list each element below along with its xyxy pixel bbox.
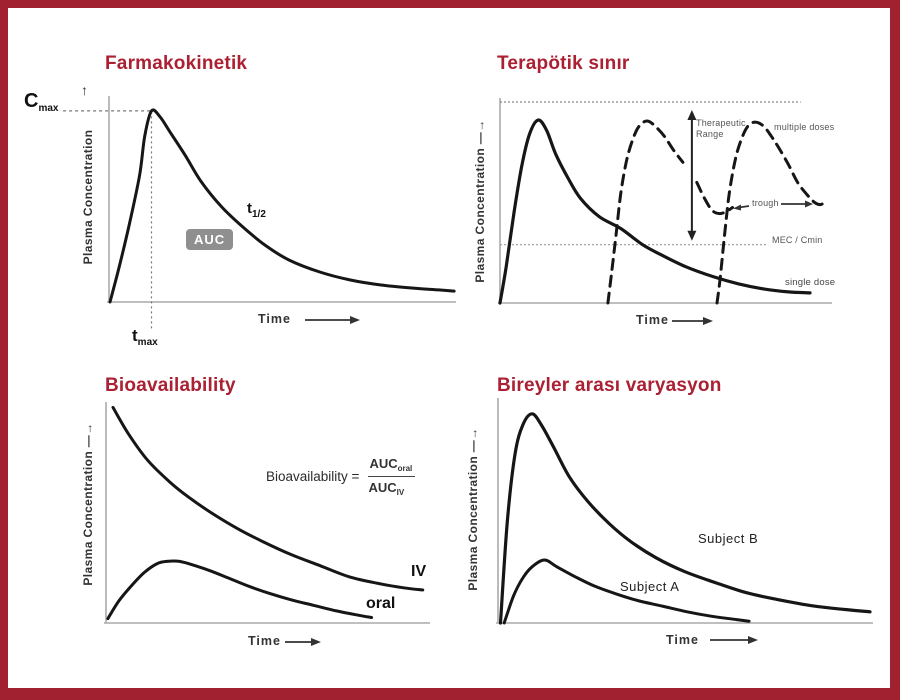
y-axis-label-text: Plasma Concentration bbox=[466, 455, 480, 591]
y-axis-arrow-icon: —→ bbox=[473, 119, 487, 145]
varyasyon-plot bbox=[496, 398, 873, 644]
formula-lhs: Bioavailability = bbox=[266, 469, 360, 484]
figure-canvas bbox=[8, 8, 890, 688]
x-axis-label: Time bbox=[636, 313, 669, 327]
panel-title: Terapötik sınır bbox=[497, 53, 630, 74]
series-plasma-concentration bbox=[108, 108, 456, 304]
formula-fraction: AUCoral AUCIV bbox=[368, 456, 416, 497]
oral-curve-label: oral bbox=[366, 595, 396, 612]
panel-title: Bioavailability bbox=[105, 375, 236, 396]
y-axis-label-text: Plasma Concentration bbox=[81, 450, 95, 586]
terapotik-plot bbox=[498, 98, 832, 325]
therapeutic-range-label-line2: Range bbox=[696, 129, 724, 139]
formula-denominator: AUCIV bbox=[368, 480, 405, 497]
time-arrow-icon bbox=[285, 638, 321, 646]
time-arrow-icon bbox=[672, 317, 713, 325]
multiple-doses-label: multiple doses bbox=[774, 122, 835, 132]
tmax-label: tmax bbox=[132, 326, 158, 348]
x-axis-label: Time bbox=[248, 634, 281, 648]
farmakokinetik-plot bbox=[63, 96, 456, 329]
series-oral bbox=[106, 559, 374, 621]
y-axis-label-text: Plasma Concentration bbox=[473, 147, 487, 283]
y-axis-label: Plasma Concentration —→ bbox=[473, 101, 487, 301]
y-axis-arrow-icon: —→ bbox=[81, 422, 95, 448]
y-axis-label: Plasma Concentration bbox=[81, 97, 95, 297]
trough-right-arrow-icon bbox=[781, 200, 813, 208]
series-single-dose bbox=[498, 118, 812, 305]
series-IV bbox=[111, 405, 425, 592]
bioavailability-formula: Bioavailability = AUCoral AUCIV bbox=[266, 456, 416, 497]
panel-title: Farmakokinetik bbox=[105, 53, 248, 74]
y-axis-arrow-icon: —→ bbox=[466, 427, 480, 453]
arrow-head-up-icon bbox=[687, 110, 697, 121]
panel-bireyler-arasi-varyasyon: Bireyler arası varyasyon Plasma Concentr… bbox=[460, 370, 890, 672]
cmax-label: Cmax bbox=[24, 90, 59, 114]
y-axis-label: Plasma Concentration —→ bbox=[81, 404, 95, 604]
panel-terapotik-sinir: Terapötik sınır Plasma Concentration —→ … bbox=[460, 50, 890, 362]
iv-curve-label: IV bbox=[411, 563, 427, 580]
series-subject-A bbox=[502, 558, 751, 625]
panel-farmakokinetik: Farmakokinetik ↑ Plasma Concentration Ti… bbox=[20, 50, 460, 362]
time-arrow-icon bbox=[710, 636, 758, 644]
panel-title: Bireyler arası varyasyon bbox=[497, 375, 722, 396]
trough-label: trough bbox=[752, 198, 779, 208]
arrow-head-down-icon bbox=[687, 230, 697, 241]
series-multiple-doses-dose-2 bbox=[606, 119, 685, 305]
single-dose-label: single dose bbox=[785, 277, 836, 288]
auc-badge: AUC bbox=[186, 229, 234, 250]
y-axis-label: Plasma Concentration —→ bbox=[466, 409, 480, 609]
y-axis-label-text: Plasma Concentration bbox=[81, 129, 95, 265]
x-axis-label: Time bbox=[258, 312, 291, 326]
bioavailability-plot bbox=[104, 402, 430, 646]
time-arrow-icon bbox=[305, 316, 360, 324]
formula-numerator: AUCoral bbox=[368, 456, 416, 477]
therapeutic-range-label-line1: Therapeutic bbox=[696, 118, 746, 128]
x-axis-label: Time bbox=[666, 633, 699, 647]
subject-b-label: Subject B bbox=[698, 531, 759, 546]
t-half-label: t1/2 bbox=[247, 200, 266, 220]
subject-a-label: Subject A bbox=[620, 579, 680, 594]
panel-bioavailability: Bioavailability Plasma Concentration —→ … bbox=[80, 370, 480, 672]
series-multiple-doses-dose-3 bbox=[715, 120, 829, 305]
trough-left-arrow-icon bbox=[733, 204, 750, 211]
series-subject-B bbox=[498, 412, 872, 625]
y-axis-arrow-icon: ↑ bbox=[81, 82, 88, 98]
mec-cmin-label: MEC / Cmin bbox=[772, 235, 823, 245]
